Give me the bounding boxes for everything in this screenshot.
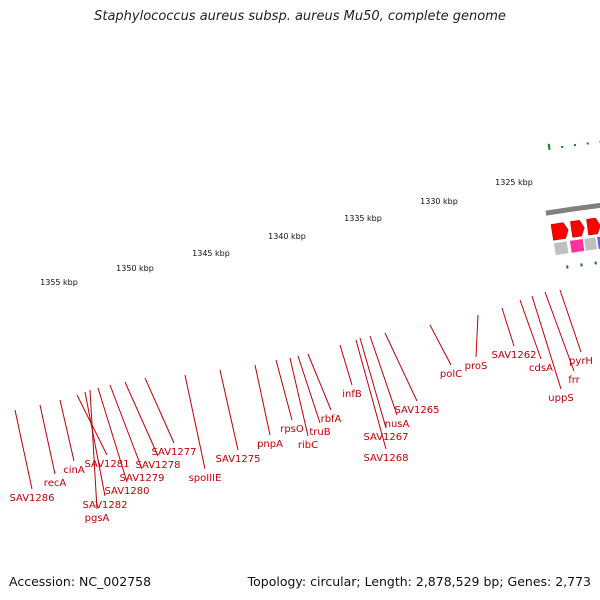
gene-leader-line bbox=[97, 387, 128, 483]
tick-label: 1335 kbp bbox=[344, 214, 382, 223]
gene-leader-line bbox=[307, 353, 332, 411]
gene-label: SAV1267 bbox=[363, 432, 408, 443]
gene-label: recA bbox=[44, 478, 67, 489]
gene-block bbox=[597, 236, 600, 249]
gene-label: rbfA bbox=[321, 414, 342, 425]
accession-text: Accession: NC_002758 bbox=[9, 574, 152, 589]
gene-label: SAV1286 bbox=[9, 493, 54, 504]
gene-block bbox=[569, 238, 585, 253]
gene-leader-line bbox=[501, 307, 515, 347]
gene-leader-line bbox=[339, 344, 353, 386]
gene-label: SAV1280 bbox=[104, 486, 149, 497]
tick-label: 1345 kbp bbox=[192, 249, 230, 258]
gene-leader-line bbox=[429, 324, 452, 366]
gene-leader-line bbox=[531, 295, 562, 390]
gene-label: pnpA bbox=[257, 439, 283, 450]
gene-leader-line bbox=[219, 369, 239, 451]
gene-leader-line bbox=[475, 314, 479, 358]
gene-leader-line bbox=[89, 389, 98, 510]
gene-leader-line bbox=[275, 359, 293, 421]
gene-label: spoIIIE bbox=[189, 473, 222, 484]
gene-block bbox=[584, 237, 598, 251]
gene-leader-line bbox=[544, 291, 575, 372]
gene-label: cdsA bbox=[529, 363, 553, 374]
tick-layer: 1325 kbp 1330 kbp 1335 kbp 1340 kbp 1345 kbp… bbox=[40, 140, 600, 287]
gene-leader-line bbox=[59, 399, 75, 462]
gene-label: SAV1265 bbox=[394, 405, 439, 416]
gene-label: SAV1279 bbox=[119, 473, 164, 484]
gene-leader-line bbox=[559, 289, 582, 353]
gene-label: SAV1277 bbox=[151, 447, 196, 458]
gene-leader-line bbox=[254, 364, 271, 436]
gene-leader-line bbox=[384, 332, 418, 402]
gene-leader-line bbox=[14, 409, 33, 490]
gene-leader-line bbox=[124, 381, 159, 457]
topology-text: Topology: circular; Length: 2,878,529 bp… bbox=[247, 574, 591, 589]
gene-label: SAV1268 bbox=[363, 453, 408, 464]
gene-label: pyrH bbox=[569, 356, 593, 367]
gene-label: cinA bbox=[63, 465, 85, 476]
gene-label: ribC bbox=[298, 440, 318, 451]
gene-label: SAV1278 bbox=[135, 460, 180, 471]
tick-dot bbox=[547, 143, 551, 150]
gene-label: pgsA bbox=[85, 513, 110, 524]
gene-leader-line bbox=[355, 339, 387, 450]
gene-arrow bbox=[570, 220, 585, 238]
gene-label: polC bbox=[440, 369, 462, 380]
genome-title: Staphylococcus aureus subsp. aureus Mu50… bbox=[94, 9, 506, 24]
gene-leader-line bbox=[84, 391, 106, 497]
gene-arrow bbox=[586, 217, 600, 236]
gene-leader-line bbox=[369, 335, 398, 416]
gene-leader-line bbox=[359, 337, 387, 429]
gene-label: rpsO bbox=[280, 424, 304, 435]
gene-leader-line bbox=[109, 384, 143, 470]
gene-label: SAV1281 bbox=[84, 459, 129, 470]
gene-leader-line bbox=[144, 377, 175, 444]
gene-label: nusA bbox=[385, 419, 410, 430]
gene-leader-line bbox=[39, 404, 56, 475]
gene-block bbox=[553, 241, 569, 256]
gene-label: infB bbox=[342, 389, 362, 400]
gene-label: SAV1282 bbox=[82, 500, 127, 511]
gene-leader-line bbox=[297, 355, 321, 424]
tick-label: 1330 kbp bbox=[420, 197, 458, 206]
gene-label: truB bbox=[309, 427, 330, 438]
tick-label: 1325 kbp bbox=[495, 178, 533, 187]
gene-leader-line bbox=[184, 374, 206, 470]
tick-label: 1350 kbp bbox=[116, 264, 154, 273]
tick-label: 1340 kbp bbox=[268, 232, 306, 241]
gene-label: frr bbox=[568, 375, 580, 386]
gene-leader-line bbox=[289, 357, 309, 437]
gene-leader-line bbox=[519, 299, 542, 360]
gene-layer bbox=[550, 217, 600, 256]
gene-label: SAV1262 bbox=[491, 350, 536, 361]
gene-label: SAV1275 bbox=[215, 454, 260, 465]
gene-arrow bbox=[550, 222, 569, 241]
tick-label: 1355 kbp bbox=[40, 278, 78, 287]
gene-label: proS bbox=[465, 361, 488, 372]
gene-label: uppS bbox=[548, 393, 573, 404]
